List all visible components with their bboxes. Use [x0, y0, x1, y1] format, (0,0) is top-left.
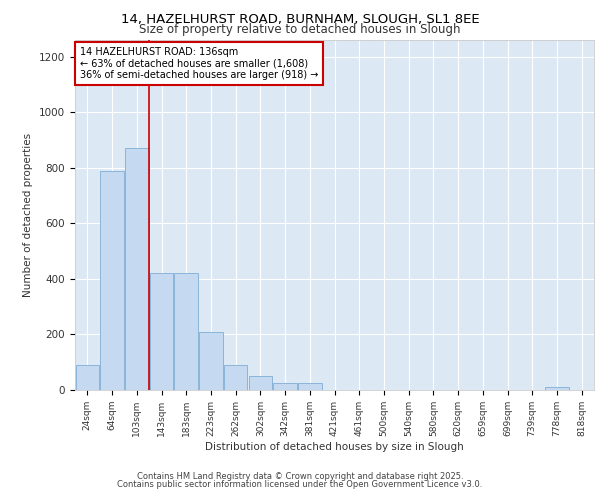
Text: 14, HAZELHURST ROAD, BURNHAM, SLOUGH, SL1 8EE: 14, HAZELHURST ROAD, BURNHAM, SLOUGH, SL… [121, 12, 479, 26]
Text: Contains public sector information licensed under the Open Government Licence v3: Contains public sector information licen… [118, 480, 482, 489]
X-axis label: Distribution of detached houses by size in Slough: Distribution of detached houses by size … [205, 442, 464, 452]
Y-axis label: Number of detached properties: Number of detached properties [23, 133, 34, 297]
Bar [100, 170, 124, 390]
Bar [545, 387, 569, 390]
Bar [248, 376, 272, 390]
Bar [150, 274, 173, 390]
Bar [76, 365, 99, 390]
Bar [274, 383, 297, 390]
Text: Contains HM Land Registry data © Crown copyright and database right 2025.: Contains HM Land Registry data © Crown c… [137, 472, 463, 481]
Bar [175, 274, 198, 390]
Text: Size of property relative to detached houses in Slough: Size of property relative to detached ho… [139, 22, 461, 36]
Bar [199, 332, 223, 390]
Bar [298, 383, 322, 390]
Bar [224, 365, 247, 390]
Text: 14 HAZELHURST ROAD: 136sqm
← 63% of detached houses are smaller (1,608)
36% of s: 14 HAZELHURST ROAD: 136sqm ← 63% of deta… [80, 47, 319, 80]
Bar [125, 148, 149, 390]
